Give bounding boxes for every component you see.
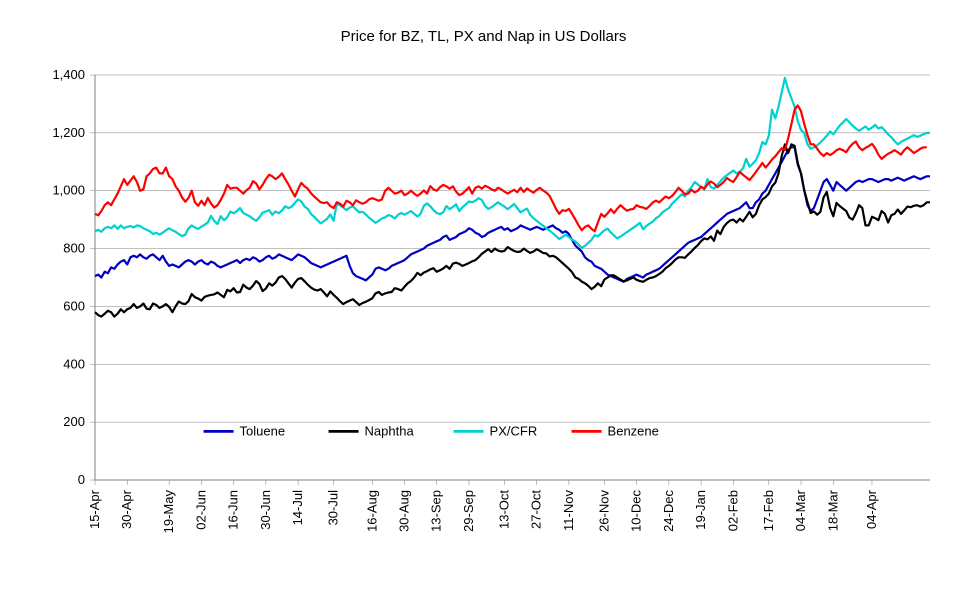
x-tick-label: 30-Aug — [396, 490, 411, 532]
chart-container: Price for BZ, TL, PX and Nap in US Dolla… — [0, 0, 967, 589]
x-tick-label: 30-Jun — [258, 490, 273, 530]
legend-label: PX/CFR — [490, 423, 538, 438]
x-tick-label: 02-Feb — [725, 490, 740, 531]
x-tick-label: 16-Jun — [226, 490, 241, 530]
legend-label: Benzene — [608, 423, 659, 438]
x-tick-label: 18-Mar — [825, 489, 840, 531]
x-tick-label: 17-Feb — [761, 490, 776, 531]
x-tick-label: 13-Sep — [429, 490, 444, 532]
x-tick-label: 16-Aug — [364, 490, 379, 532]
y-tick-label: 1,400 — [52, 67, 85, 82]
chart-title: Price for BZ, TL, PX and Nap in US Dolla… — [0, 28, 967, 45]
x-tick-label: 26-Nov — [596, 490, 611, 532]
line-chart: 0 200 400 600 800 1,000 1,200 1,400 15-Apr 30-Apr… — [0, 0, 967, 589]
y-tick-label: 0 — [78, 472, 85, 487]
x-tick-label: 29-Sep — [461, 490, 476, 532]
x-tick-label: 19-Jan — [693, 490, 708, 530]
legend-label: Naphtha — [365, 423, 415, 438]
series-px-cfr — [95, 78, 930, 248]
y-tick-label: 200 — [63, 414, 85, 429]
y-tick-label: 600 — [63, 298, 85, 313]
y-tick-label: 1,000 — [52, 183, 85, 198]
legend-label: Toluene — [240, 423, 286, 438]
x-tick-label: 30-Jul — [326, 490, 341, 526]
x-tick-label: 30-Apr — [119, 489, 134, 529]
x-tick-label: 11-Nov — [561, 490, 576, 531]
x-tick-label: 19-May — [161, 490, 176, 534]
x-tick-label: 04-Apr — [864, 489, 879, 529]
x-tick-label: 13-Oct — [496, 490, 511, 529]
y-tick-label: 400 — [63, 356, 85, 371]
x-tick-label: 02-Jun — [193, 490, 208, 530]
x-tick-label: 10-Dec — [629, 490, 644, 532]
x-tick-label: 04-Mar — [793, 489, 808, 531]
x-tick-label: 24-Dec — [661, 490, 676, 532]
x-tick-label: 27-Oct — [529, 490, 544, 529]
series-benzene — [95, 105, 927, 231]
series-toluene — [95, 147, 930, 281]
y-tick-label: 800 — [63, 241, 85, 256]
x-tick-label: 15-Apr — [87, 489, 102, 529]
x-tick-label: 14-Jul — [290, 490, 305, 526]
y-tick-label: 1,200 — [52, 125, 85, 140]
